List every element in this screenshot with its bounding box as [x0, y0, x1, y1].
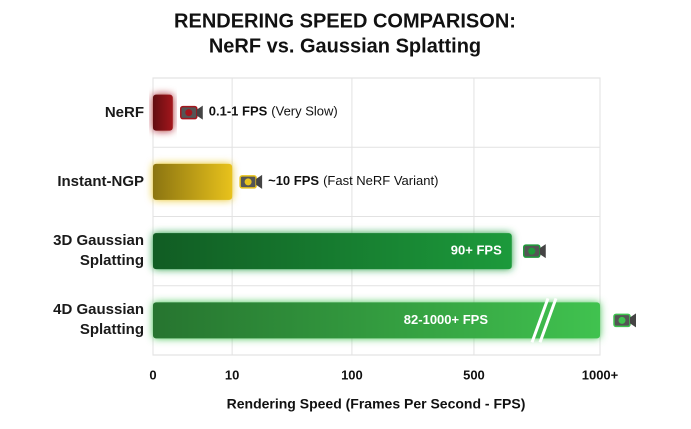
bar-label: 82-1000+ FPS: [404, 312, 489, 327]
category-label: 4D Gaussian Splatting: [53, 301, 144, 339]
x-tick-label: 1000+: [582, 367, 619, 382]
camera-front: [630, 313, 636, 328]
bar-label-value: ~10 FPS: [268, 173, 319, 188]
bar-shade: [153, 163, 233, 200]
camera-lens: [185, 109, 193, 117]
category-label: Instant-NGP: [57, 172, 144, 190]
bar-shade: [153, 302, 600, 339]
camera-lens: [244, 178, 252, 186]
x-tick-label: 0: [149, 367, 156, 382]
camera-front: [196, 105, 203, 120]
camera-front: [539, 244, 546, 259]
bar-label: ~10 FPS (Fast NeRF Variant): [268, 173, 438, 188]
bar-shade: [153, 94, 173, 131]
x-tick-label: 500: [463, 367, 485, 382]
x-tick-label: 100: [341, 367, 363, 382]
camera-front: [256, 174, 263, 189]
camera-icon: [523, 244, 546, 259]
bar-label-value: 0.1-1 FPS: [209, 104, 268, 119]
x-tick-label: 10: [225, 367, 239, 382]
axis-break: [530, 297, 558, 343]
bar-label-note: (Fast NeRF Variant): [323, 173, 438, 188]
camera-lens: [618, 316, 626, 324]
bar-label: 90+ FPS: [451, 243, 502, 258]
x-axis-title: Rendering Speed (Frames Per Second - FPS…: [227, 396, 526, 412]
camera-icon: [180, 105, 203, 120]
camera-icon: [239, 174, 263, 189]
bar-shade: [153, 233, 512, 270]
chart-title: RENDERING SPEED COMPARISON:: [174, 10, 516, 32]
bar-label-note: (Very Slow): [271, 104, 337, 119]
camera-lens: [528, 247, 536, 255]
category-label: NeRF: [104, 103, 144, 121]
category-label: 3D Gaussian Splatting: [53, 232, 144, 270]
camera-icon: [613, 313, 636, 328]
chart-subtitle: NeRF vs. Gaussian Splatting: [209, 35, 481, 57]
bar-label: 0.1-1 FPS (Very Slow): [209, 104, 338, 119]
